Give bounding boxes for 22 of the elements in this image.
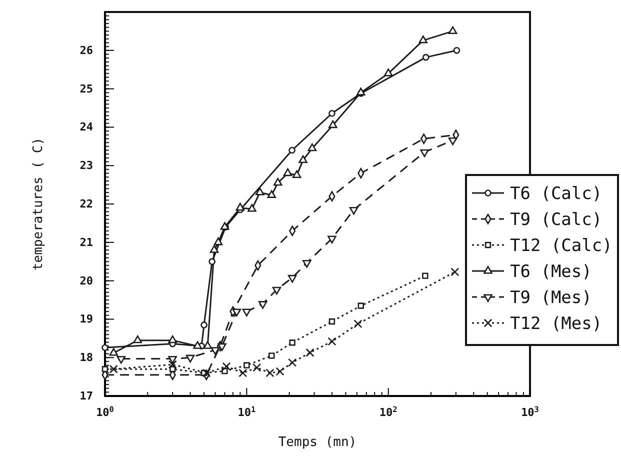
y-tick-label: 26 — [80, 44, 94, 57]
y-tick-label: 25 — [80, 82, 93, 96]
y-tick-label: 17 — [80, 390, 93, 403]
legend-label: T9 (Calc) — [510, 210, 602, 230]
y-axis-title: temperatures ( C) — [31, 137, 46, 271]
legend-label: T9 (Mes) — [510, 288, 592, 308]
y-tick-label: 22 — [80, 198, 93, 211]
y-tick-label: 21 — [80, 236, 94, 249]
y-tick-label: 24 — [80, 120, 94, 134]
y-tick-label: 18 — [80, 351, 93, 364]
x-tick-label: 10$^{3}$ — [521, 404, 540, 419]
y-tick-label: 20 — [80, 274, 93, 288]
x-tick-label: 10$^{1}$ — [238, 404, 256, 419]
x-tick-label: 10$^{0}$ — [96, 404, 114, 419]
x-tick-label: 10$^{2}$ — [379, 404, 398, 419]
legend-label: T12 (Calc) — [510, 236, 612, 256]
y-tick-label: 19 — [80, 312, 93, 326]
legend-label: T6 (Calc) — [510, 184, 602, 204]
x-axis-title: Temps (mn) — [278, 435, 357, 450]
y-tick-label: 23 — [80, 159, 93, 172]
legend-label: T6 (Mes) — [510, 262, 592, 282]
legend-label: T12 (Mes) — [510, 314, 602, 334]
